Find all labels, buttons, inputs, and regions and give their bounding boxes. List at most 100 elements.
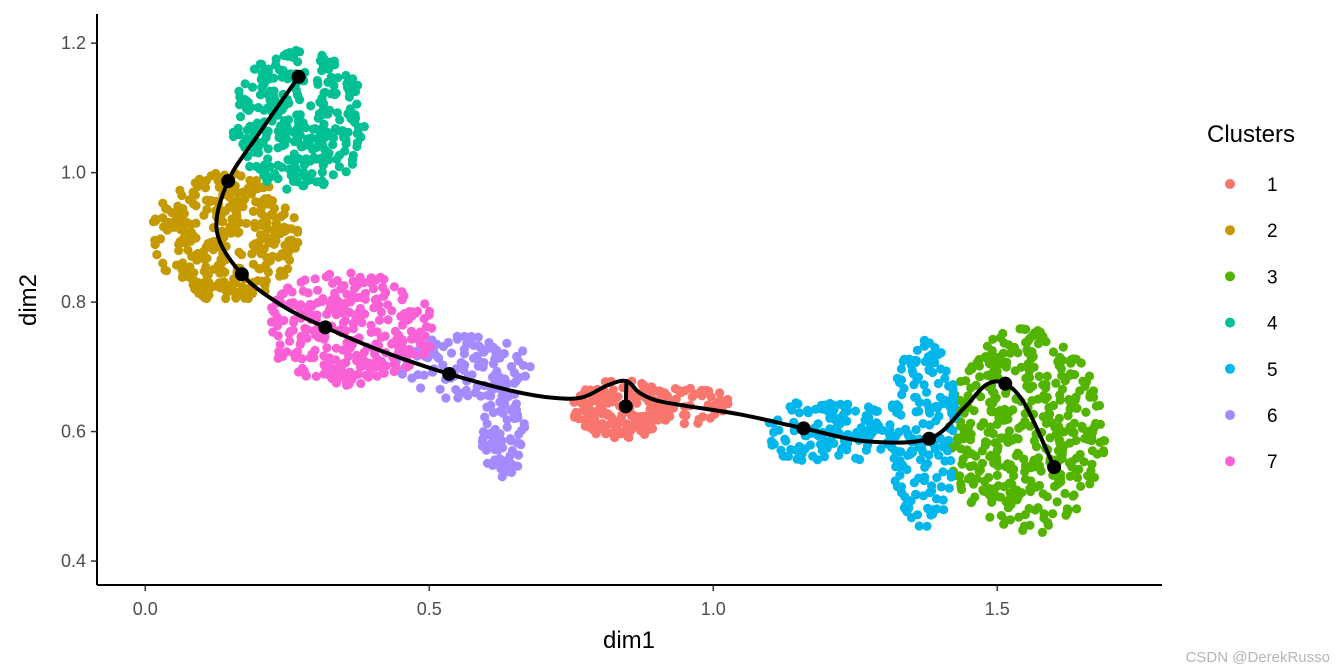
data-point (967, 496, 977, 506)
data-point (1001, 362, 1011, 372)
data-point (255, 90, 266, 100)
legend-swatch (1225, 225, 1235, 236)
data-point (505, 451, 515, 461)
data-point (842, 445, 852, 455)
data-point (993, 357, 1003, 367)
data-point (348, 150, 358, 160)
data-point (911, 489, 921, 499)
data-point (1041, 418, 1051, 428)
data-point (927, 481, 937, 491)
y-tick-label: 1.0 (61, 163, 86, 183)
data-point (290, 349, 300, 359)
data-point (263, 144, 273, 154)
data-point (843, 399, 853, 409)
data-point (1092, 449, 1102, 459)
data-point (1017, 324, 1027, 334)
data-point (218, 227, 228, 237)
data-point (289, 149, 299, 159)
data-point (834, 413, 844, 424)
data-point (992, 446, 1002, 456)
legend-item-4: 4 (1225, 314, 1278, 335)
x-tick-label: 1.5 (985, 599, 1010, 619)
data-point (767, 440, 777, 450)
data-point (383, 315, 393, 325)
data-point (234, 247, 244, 257)
data-point (715, 388, 725, 398)
data-point (352, 99, 362, 109)
data-point (803, 408, 813, 418)
data-point (872, 406, 883, 416)
data-point (781, 436, 791, 446)
data-point (995, 406, 1005, 416)
data-point (309, 153, 319, 163)
data-point (248, 259, 258, 269)
data-point (332, 108, 342, 118)
data-point (974, 354, 984, 365)
data-point (1048, 400, 1059, 411)
data-point (902, 507, 912, 517)
data-point (280, 116, 290, 126)
data-point (250, 218, 260, 229)
data-point (498, 443, 508, 453)
data-point (301, 154, 311, 164)
data-point (823, 406, 833, 416)
data-point (1003, 497, 1013, 507)
data-point (310, 274, 320, 284)
data-point (260, 212, 270, 222)
trajectory-node (618, 399, 633, 414)
data-point (182, 217, 192, 228)
data-point (242, 103, 253, 113)
data-point (482, 402, 492, 412)
data-point (1024, 335, 1034, 345)
trajectory-node (221, 174, 236, 189)
data-point (218, 281, 228, 291)
data-point (769, 427, 779, 437)
data-point (293, 227, 303, 237)
data-point (279, 222, 289, 232)
data-point (1077, 421, 1087, 431)
data-point (255, 230, 266, 240)
data-point (279, 130, 289, 140)
data-point (285, 336, 295, 346)
data-point (340, 305, 350, 316)
data-point (1049, 481, 1060, 492)
data-point (482, 419, 492, 429)
data-point (1079, 457, 1089, 467)
data-point (1050, 422, 1060, 432)
data-point (525, 362, 535, 372)
data-point (1064, 458, 1075, 468)
data-point (270, 169, 280, 179)
data-point (1073, 473, 1083, 483)
data-point (397, 287, 407, 297)
data-point (245, 161, 255, 172)
data-point (344, 379, 354, 389)
data-point (1020, 416, 1030, 427)
data-point (1065, 438, 1075, 448)
data-point (290, 243, 300, 253)
x-tick-label: 0.0 (133, 599, 158, 619)
data-point (417, 350, 427, 360)
data-point (150, 214, 160, 224)
data-point (404, 307, 414, 317)
data-point (396, 311, 406, 321)
data-point (322, 343, 332, 353)
data-point (247, 249, 257, 259)
data-point (274, 252, 284, 262)
y-tick-label: 0.4 (61, 551, 86, 571)
data-point (512, 438, 523, 448)
data-point (820, 439, 830, 449)
data-point (354, 308, 364, 318)
data-point (466, 339, 477, 349)
data-point (377, 363, 387, 373)
data-point (969, 406, 979, 416)
data-point (255, 59, 265, 69)
data-point (341, 167, 351, 177)
data-point (1005, 348, 1015, 358)
data-point (247, 82, 258, 92)
data-point (619, 426, 629, 436)
series-cluster-6 (391, 331, 535, 482)
data-point (513, 356, 524, 366)
data-point (706, 392, 716, 402)
data-point (293, 126, 303, 136)
legend-label: 2 (1267, 221, 1278, 242)
